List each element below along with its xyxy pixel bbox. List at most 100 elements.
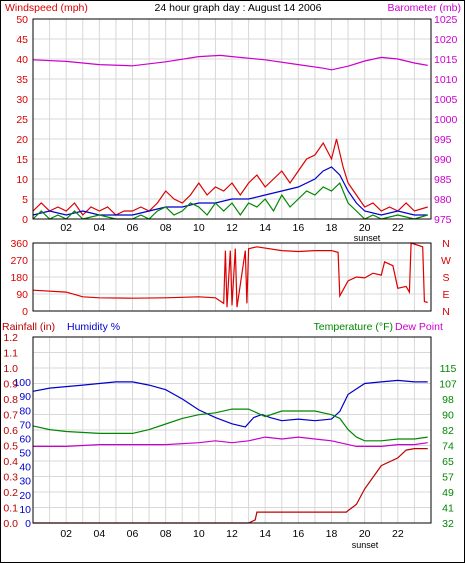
x-tick-label: 08: [160, 528, 172, 540]
y-tick-label: 180: [10, 272, 28, 284]
x-tick-label: 06: [127, 528, 139, 540]
y-tick-label: 50: [19, 448, 31, 460]
wind-axis-ticks: 0 5 10 15 20 25 30 35 40 45 50: [16, 14, 28, 226]
x-tick-label: 02: [60, 222, 72, 234]
y-tick-label: 0.1: [3, 503, 18, 515]
rainfall-axis-title: Rainfall (in): [2, 321, 55, 333]
wind-plot-frame: [32, 18, 432, 220]
y-tick-label: 70: [19, 419, 31, 431]
y-tick-label: 25: [16, 114, 28, 126]
y-tick-label: 1.0: [3, 363, 18, 375]
y-tick-label: E: [442, 289, 449, 301]
rain-humidity-temp-panel: Rainfall (in) Humidity % Temperature (°F…: [2, 321, 457, 550]
y-tick-label: 1.1: [3, 348, 18, 360]
x-tick-label: 12: [226, 528, 238, 540]
y-tick-label: 65: [442, 456, 454, 468]
y-tick-label: 107: [439, 379, 457, 391]
y-tick-label: 270: [10, 255, 28, 267]
y-tick-label: 0.5: [3, 441, 18, 453]
x-tick-label: 18: [326, 528, 338, 540]
y-tick-label: 975: [434, 214, 452, 226]
y-tick-label: 0.6: [3, 425, 18, 437]
y-tick-label: 90: [19, 391, 31, 403]
humidity-axis-title: Humidity %: [67, 321, 120, 333]
wind-axis-title: Windspeed (mph): [5, 2, 88, 14]
y-tick-label: 0.2: [3, 487, 18, 499]
y-tick-label: 0.4: [3, 456, 18, 468]
y-tick-label: 15: [16, 154, 28, 166]
y-tick-label: 0.7: [3, 410, 18, 422]
x-tick-label: 06: [127, 222, 139, 234]
x-tick-label: 10: [193, 222, 205, 234]
y-tick-label: 5: [22, 194, 28, 206]
y-tick-label: 90: [16, 289, 28, 301]
blue-line: [32, 166, 428, 216]
blue-line: [32, 379, 428, 428]
sunset-label-2: sunset: [352, 540, 379, 550]
y-tick-label: 60: [19, 433, 31, 445]
x-tick-label: 18: [326, 222, 338, 234]
y-tick-label: 1000: [434, 114, 458, 126]
x-tick-label: 20: [359, 222, 371, 234]
x-tick-label: 22: [392, 222, 404, 234]
y-tick-label: 45: [16, 34, 28, 46]
y-tick-label: N: [442, 306, 450, 318]
y-tick-label: 0: [22, 306, 28, 318]
y-tick-label: 10: [16, 174, 28, 186]
y-tick-label: 41: [442, 503, 454, 515]
direction-series: [32, 242, 428, 308]
y-tick-label: 985: [434, 174, 452, 186]
y-tick-label: 20: [19, 490, 31, 502]
x-tick-label: 16: [292, 222, 304, 234]
x-tick-label: 20: [359, 528, 371, 540]
barometer-axis-title: Barometer (mb): [387, 2, 461, 14]
y-tick-label: 100: [13, 377, 31, 389]
temperature-axis-title: Temperature (°F): [314, 321, 393, 333]
y-tick-label: 57: [442, 472, 454, 484]
y-tick-label: S: [442, 272, 449, 284]
magenta-line: [33, 436, 428, 447]
rain-series: [32, 379, 428, 524]
y-tick-label: 0.0: [3, 518, 18, 530]
y-tick-label: 1.2: [3, 332, 18, 344]
rain-grid: [33, 337, 431, 523]
y-tick-label: 980: [434, 194, 452, 206]
rain-axis-ticks: 0.0 0.1 0.2 0.3 0.4 0.5 0.6 0.7 0.8 0.9 1.0 1.1 1.2: [3, 332, 18, 530]
wind-grid: [33, 19, 431, 219]
y-tick-label: 50: [16, 14, 28, 26]
y-tick-label: 0: [22, 214, 28, 226]
magenta-line: [32, 54, 428, 71]
y-tick-label: 49: [442, 487, 454, 499]
sunset-label: sunset: [354, 233, 381, 243]
y-tick-label: 32: [442, 518, 454, 530]
y-tick-label: 0.9: [3, 379, 18, 391]
chart-title: 24 hour graph day : August 14 2006: [155, 2, 322, 14]
wind-x-axis-ticks: 02 04 06 08 10 12 14 16 18 20 22: [60, 222, 404, 234]
x-tick-label: 08: [160, 222, 172, 234]
y-tick-label: 0.3: [3, 472, 18, 484]
x-tick-label: 10: [193, 528, 205, 540]
direction-axis-ticks: 0 90 180 270 360: [10, 238, 28, 318]
x-tick-label: 22: [392, 528, 404, 540]
y-tick-label: 30: [19, 476, 31, 488]
y-tick-label: 990: [434, 154, 452, 166]
direction-plot-frame: [32, 242, 432, 312]
wind-barometer-panel: Windspeed (mph) 24 hour graph day : Augu…: [5, 2, 461, 243]
y-tick-label: 1025: [434, 14, 458, 26]
wind-series: [32, 54, 428, 220]
darkred-line: [33, 448, 428, 524]
y-tick-label: 90: [442, 410, 454, 422]
y-tick-label: 0: [25, 518, 31, 530]
y-tick-label: 115: [440, 363, 457, 375]
y-tick-label: 1005: [434, 94, 458, 106]
y-tick-label: 74: [442, 441, 454, 453]
y-tick-label: 0.8: [3, 394, 18, 406]
humidity-axis-ticks: 0 10 20 30 40 50 60 70 80 90 100: [13, 377, 31, 530]
y-tick-label: 20: [16, 134, 28, 146]
y-tick-label: N: [442, 238, 450, 250]
temperature-axis-ticks: 32 41 49 57 65 74 82 90 98 107 115: [439, 363, 457, 530]
x-tick-label: 12: [226, 222, 238, 234]
